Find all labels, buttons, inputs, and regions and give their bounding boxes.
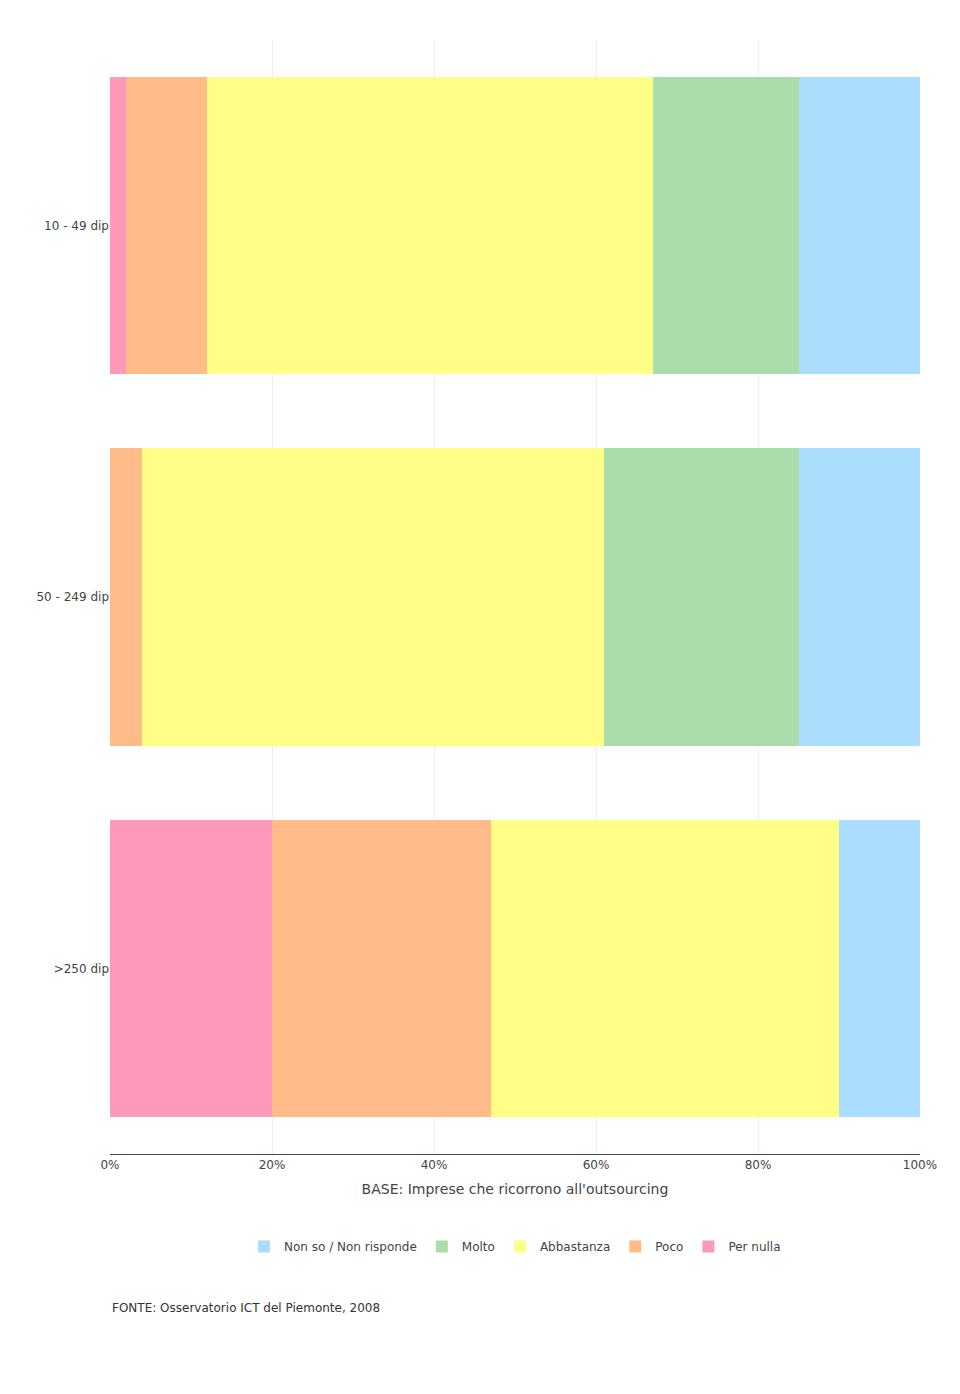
svg-text:Poco: Poco — [655, 1240, 683, 1254]
svg-text:40%: 40% — [421, 1158, 448, 1172]
svg-text:50 - 249 dip: 50 - 249 dip — [36, 590, 109, 604]
svg-text:Non so / Non risponde: Non so / Non risponde — [284, 1240, 417, 1254]
svg-text:Molto: Molto — [462, 1240, 495, 1254]
svg-text:10 - 49 dip: 10 - 49 dip — [44, 219, 109, 233]
svg-text:Per nulla: Per nulla — [728, 1240, 780, 1254]
svg-text:100%: 100% — [903, 1158, 937, 1172]
svg-text:BASE: Imprese che ricorrono al: BASE: Imprese che ricorrono all'outsourc… — [362, 1181, 669, 1197]
svg-text:60%: 60% — [583, 1158, 610, 1172]
svg-text:80%: 80% — [745, 1158, 772, 1172]
svg-text:>250 dip: >250 dip — [54, 962, 109, 976]
svg-text:Abbastanza: Abbastanza — [540, 1240, 610, 1254]
svg-text:FONTE: Osservatorio ICT del Pi: FONTE: Osservatorio ICT del Piemonte, 20… — [112, 1301, 380, 1315]
svg-text:20%: 20% — [259, 1158, 286, 1172]
svg-text:0%: 0% — [100, 1158, 119, 1172]
